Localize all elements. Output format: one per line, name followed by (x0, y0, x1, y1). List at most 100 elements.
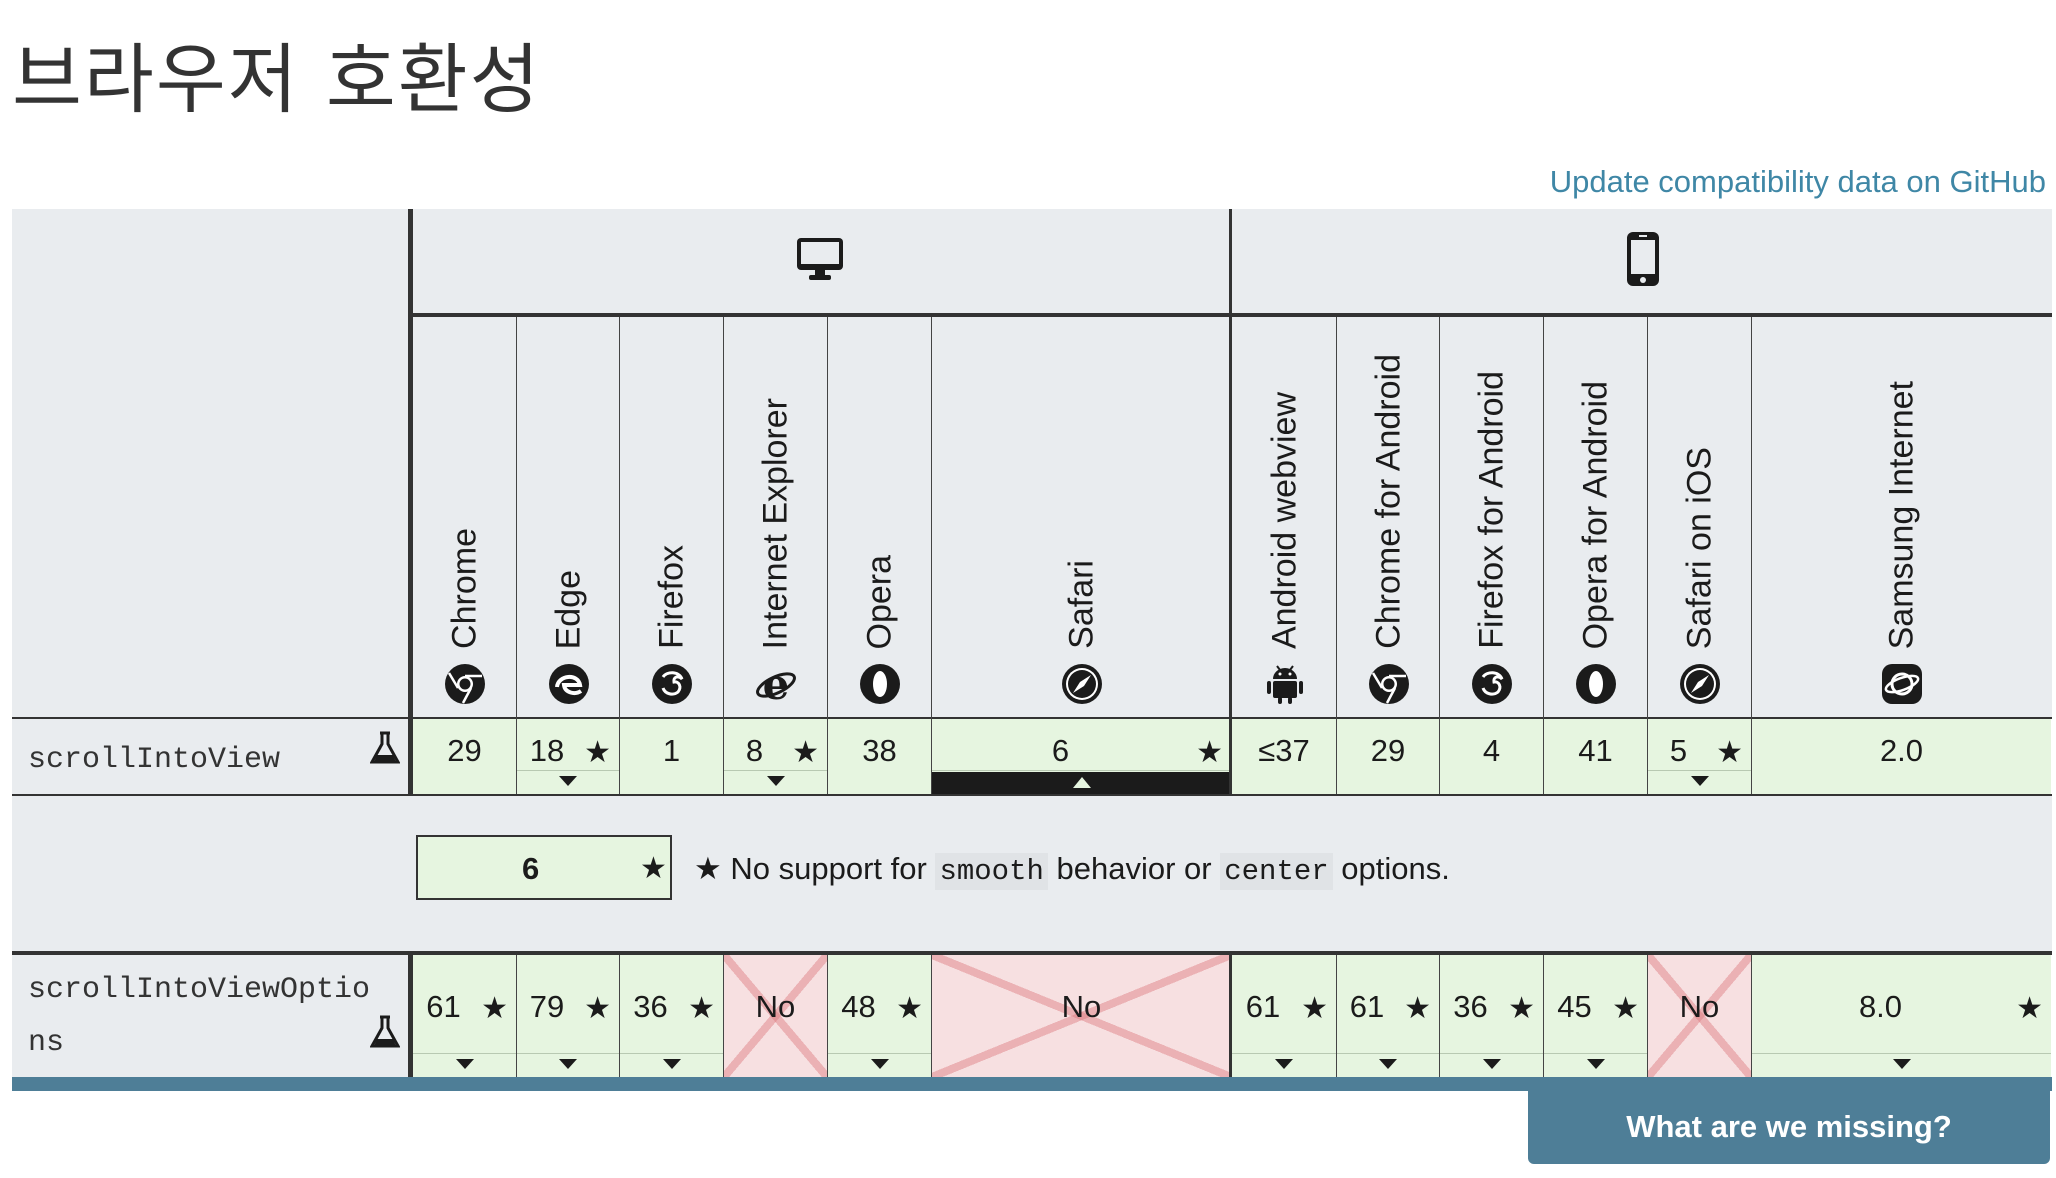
experimental-flask-icon (370, 1015, 400, 1048)
row-divider (12, 717, 2052, 719)
ie-icon: e (755, 660, 797, 709)
note-prefix: ★ No support for (694, 851, 927, 886)
browser-name: Opera (860, 554, 899, 650)
browser-name: Firefox for Android (1472, 371, 1511, 649)
column-separator (827, 317, 828, 794)
cell-divider (517, 770, 619, 771)
cell-divider (724, 770, 827, 771)
support-cell-chrome[interactable]: 61 ★ (413, 955, 516, 1077)
chevron-down-icon (1482, 1059, 1501, 1069)
chevron-down-icon (870, 1059, 889, 1069)
browser-name: Android webview (1265, 391, 1303, 649)
browser-header-safari-on-ios: Safari on iOS (1648, 317, 1752, 717)
browser-header-android-webview: Android webview (1232, 317, 1337, 717)
support-cell-safari[interactable]: 6 ★ (932, 719, 1231, 794)
browser-name: Safari on iOS (1680, 446, 1719, 649)
browser-name: Chrome for Android (1369, 354, 1407, 649)
collapse-toggle[interactable] (932, 772, 1231, 794)
browser-header-opera: Opera (828, 317, 932, 717)
chevron-down-icon (559, 776, 577, 786)
browser-header-chrome: Chrome (413, 317, 517, 717)
feature-scrollintoviewoptions-line1[interactable]: scrollIntoViewOptio (24, 971, 375, 1009)
version-label: No (1679, 989, 1720, 1024)
chrome-icon (444, 663, 486, 705)
note-suffix: options. (1341, 851, 1450, 886)
version-label: 4 (1482, 733, 1501, 768)
column-separator (1336, 955, 1337, 1077)
version-label: 48 (841, 989, 876, 1024)
feature-scrollintoview[interactable]: scrollIntoView (24, 741, 285, 779)
note-star-icon: ★ (688, 992, 715, 1025)
edge-icon (548, 663, 590, 705)
support-cell-samsung-internet[interactable]: 8.0 ★ (1752, 955, 2051, 1077)
support-cell-chrome-for-android[interactable]: 61 ★ (1337, 955, 1439, 1077)
column-separator (931, 317, 932, 794)
column-separator (1647, 317, 1648, 794)
cell-divider (1544, 1053, 1647, 1054)
platform-column-divider (1229, 955, 1232, 1089)
note-star-icon: ★ (1508, 992, 1535, 1025)
note-star-icon: ★ (584, 736, 611, 769)
note-star-icon: ★ (896, 992, 923, 1025)
version-label: 41 (1578, 733, 1613, 768)
note-star-icon: ★ (1404, 992, 1431, 1025)
version-label: ≤37 (1258, 733, 1310, 768)
support-cell-safari-on-ios[interactable]: 5 ★ (1648, 719, 1751, 794)
version-label: 79 (529, 989, 565, 1024)
firefox-icon (1471, 663, 1513, 705)
note-star-icon: ★ (584, 992, 611, 1025)
opera-icon (1575, 663, 1617, 705)
support-cell-android-webview: ≤37 (1232, 719, 1336, 794)
version-label: 61 (1349, 989, 1385, 1024)
version-label: 1 (662, 733, 681, 768)
support-cell-internet-explorer[interactable]: 8 ★ (724, 719, 827, 794)
opera-icon (859, 663, 901, 705)
compat-table: Chrome Edge Firefox Internet Explorer e Opera… (12, 209, 2052, 1099)
experimental-flask-icon (370, 731, 400, 764)
detail-version: 6 (522, 851, 540, 886)
safari-icon (1679, 663, 1721, 705)
support-cell-firefox[interactable]: 36 ★ (620, 955, 723, 1077)
support-cell-opera-for-android[interactable]: 45 ★ (1544, 955, 1647, 1077)
column-separator (1439, 955, 1440, 1077)
version-label: No (755, 989, 796, 1024)
column-separator (516, 317, 517, 794)
browser-name: Opera for Android (1576, 380, 1615, 649)
feature-column-divider (408, 955, 413, 1089)
row-divider (12, 951, 2052, 955)
feature-scrollintoviewoptions-line2[interactable]: ns (24, 1024, 69, 1062)
support-cell-opera[interactable]: 48 ★ (828, 955, 931, 1077)
column-separator (1647, 955, 1648, 1077)
version-label: 2.0 (1879, 733, 1924, 768)
support-cell-edge[interactable]: 18 ★ (517, 719, 619, 794)
browser-header-internet-explorer: Internet Explorer e (724, 317, 828, 717)
column-separator (1543, 955, 1544, 1077)
what-are-we-missing-button[interactable]: What are we missing? (1528, 1090, 2050, 1164)
version-label: 38 (862, 733, 897, 768)
browser-header-safari: Safari (932, 317, 1232, 717)
cell-divider (620, 1053, 723, 1054)
browser-header-firefox-for-android: Firefox for Android (1440, 317, 1544, 717)
support-cell-android-webview[interactable]: 61 ★ (1232, 955, 1336, 1077)
github-update-link[interactable]: Update compatibility data on GitHub (1549, 164, 2046, 199)
version-label: 6 (1051, 733, 1070, 768)
version-label: 45 (1557, 989, 1592, 1024)
cell-divider (1648, 770, 1751, 771)
support-cell-firefox-for-android[interactable]: 36 ★ (1440, 955, 1543, 1077)
chevron-down-icon (662, 1059, 681, 1069)
support-cell-chrome: 29 (413, 719, 516, 794)
platform-divider (413, 313, 2052, 317)
version-label: 5 (1669, 733, 1688, 768)
note-mid: behavior or (1056, 851, 1212, 886)
column-separator (1543, 317, 1544, 794)
version-label: 61 (426, 989, 461, 1024)
chevron-down-icon (766, 776, 785, 786)
support-cell-edge[interactable]: 79 ★ (517, 955, 619, 1077)
browser-name: Edge (549, 569, 587, 649)
column-separator (1439, 317, 1440, 794)
note-code-center: center (1220, 853, 1333, 890)
browser-header-samsung-internet: Samsung Internet (1752, 317, 2052, 717)
svg-text:e: e (763, 663, 790, 705)
chevron-down-icon (1379, 1059, 1397, 1069)
column-separator (723, 955, 724, 1077)
